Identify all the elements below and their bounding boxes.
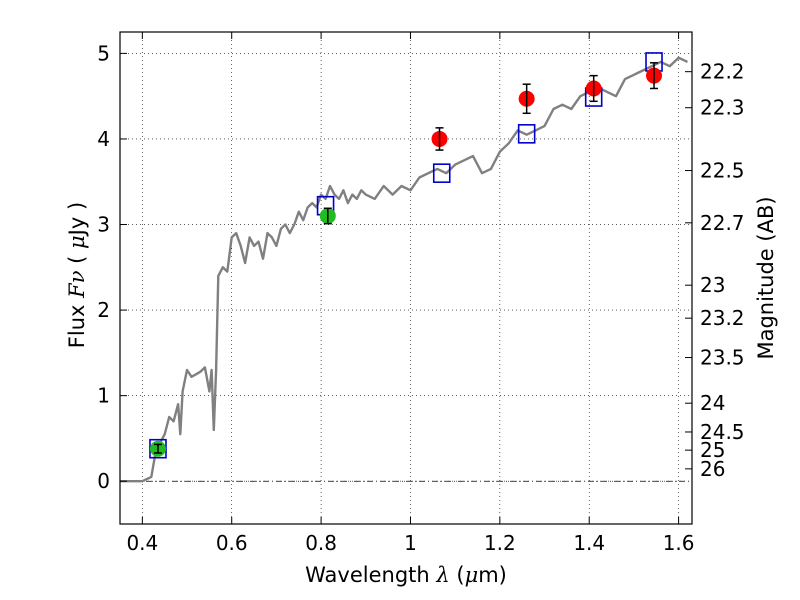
xlabel-part: m) xyxy=(478,563,507,587)
grid xyxy=(120,32,692,524)
x-axis-label: Wavelength λ (μm) xyxy=(305,563,507,587)
model-spectrum-line xyxy=(120,56,689,483)
y2-tick-label: 23.2 xyxy=(700,306,745,330)
xlabel-part: λ xyxy=(435,563,449,587)
y-tick-label: 3 xyxy=(97,213,110,237)
x-tick-label: 1.2 xyxy=(484,531,516,555)
ylabel-part: Jy ) xyxy=(65,202,89,238)
x-tick-label: 1.6 xyxy=(663,531,695,555)
y-tick-label: 4 xyxy=(97,127,110,151)
y2-tick-label: 22.5 xyxy=(700,159,745,183)
x-tick-label: 1 xyxy=(404,531,417,555)
xlabel-part: ( xyxy=(450,563,465,587)
y2-tick-label: 24.5 xyxy=(700,420,745,444)
ylabel-part: ( xyxy=(65,249,89,271)
y2-tick-label: 22.7 xyxy=(700,211,745,235)
series-layer xyxy=(120,52,689,483)
y-tick-label: 2 xyxy=(97,298,110,322)
y2-axis-label: Magnitude (AB) xyxy=(754,196,778,359)
model-flux-box xyxy=(432,163,451,183)
y2-tick-label: 22.3 xyxy=(700,96,745,120)
y2-tick-label: 25 xyxy=(700,438,725,462)
xlabel-part: μ xyxy=(465,563,479,587)
y2-tick-label: 23.5 xyxy=(700,346,745,370)
y-tick-label: 0 xyxy=(97,469,110,493)
x-tick-label: 0.6 xyxy=(216,531,248,555)
ylabel-part: Flux xyxy=(65,298,89,348)
x-tick-label: 0.8 xyxy=(305,531,337,555)
y2-tick-label: 23 xyxy=(700,273,725,297)
ylabel-part: Fν xyxy=(65,270,89,299)
plot-frame xyxy=(119,31,693,525)
y2-tick-label: 22.2 xyxy=(700,60,745,84)
y-tick-label: 1 xyxy=(97,384,110,408)
y-tick-label: 5 xyxy=(97,41,110,65)
model-flux-box xyxy=(517,124,536,144)
ticks: 0.4 0.6 0.8 1 1.2 1.4 1.601234522.222.322.522.… xyxy=(97,32,745,555)
y2-tick-label: 24 xyxy=(700,391,725,415)
x-tick-label: 0.4 xyxy=(126,531,158,555)
xlabel-part: Wavelength xyxy=(305,563,436,587)
x-tick-label: 1.4 xyxy=(573,531,605,555)
y-axis-label: Flux Fν ( μJy ) xyxy=(65,202,89,348)
ylabel-part: μ xyxy=(65,235,89,249)
y2-tick-label: 26 xyxy=(700,457,725,481)
